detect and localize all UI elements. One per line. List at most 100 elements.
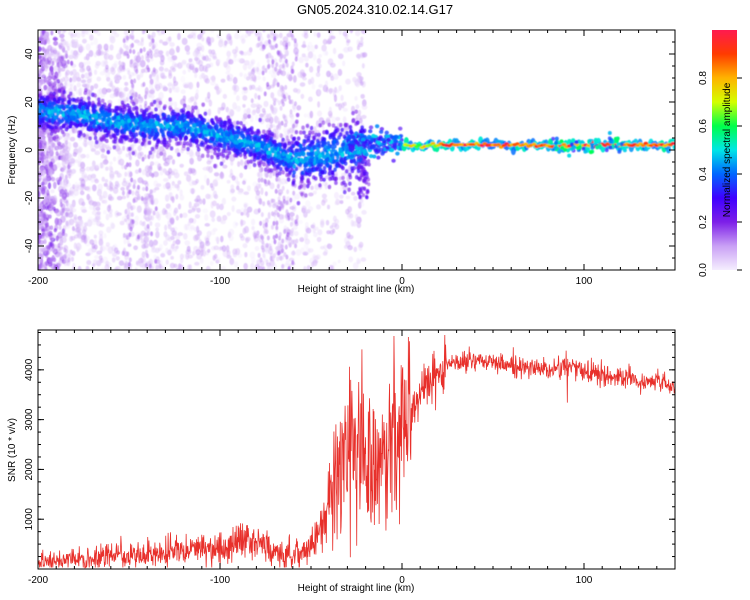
spectrogram-cell: [47, 86, 51, 92]
spectrogram-cell: [225, 65, 231, 73]
spectrogram-cell: [124, 171, 128, 177]
spectrogram-cell: [257, 177, 261, 183]
spectrogram-cell: [301, 53, 306, 58]
spectrogram-cell: [279, 70, 283, 76]
spectrogram-cell: [38, 46, 42, 53]
spectrogram-cell: [73, 214, 78, 220]
spectrogram-cell: [126, 53, 130, 59]
spectrogram-cell: [313, 231, 318, 238]
spectrogram-cell: [135, 68, 139, 74]
spectrogram-cell: [135, 260, 140, 265]
spectrogram-cell: [251, 226, 255, 231]
spectrogram-cell: [216, 215, 222, 222]
spectrogram-cell: [230, 160, 234, 166]
spectrogram-cell: [269, 104, 273, 110]
spectrogram-cell: [300, 238, 304, 242]
spectrogram-cell: [295, 238, 299, 244]
spectrogram-cell: [60, 37, 65, 42]
spectrogram-cell: [75, 89, 80, 95]
spectrogram-cell: [342, 107, 348, 112]
spectrogram-cell: [351, 110, 355, 116]
spectrogram-cell: [73, 242, 77, 250]
spectrogram-cell: [302, 76, 307, 81]
spectrogram-cell: [189, 187, 196, 195]
spectrogram-cell: [208, 166, 213, 173]
spectrogram-cell: [50, 203, 54, 209]
spectrogram-cell: [139, 48, 143, 54]
spectrogram-cell: [59, 109, 63, 115]
spectrogram-cell: [149, 102, 154, 107]
spectrogram-cell: [291, 68, 295, 74]
spectrogram-cell: [262, 30, 266, 33]
spectrogram-cell: [59, 176, 63, 182]
spectrogram-cell: [61, 236, 67, 243]
spectrogram-cell: [303, 32, 309, 39]
spectrogram-cell: [83, 225, 88, 232]
spectrogram-cell: [45, 175, 51, 182]
spectrogram-cell: [231, 205, 235, 213]
spectrogram-cell: [339, 200, 344, 205]
spectrogram-cell: [44, 64, 50, 69]
spectrogram-cell: [167, 86, 173, 93]
spectrogram-cell: [53, 197, 58, 204]
spectrogram-cell: [154, 206, 158, 212]
spectrogram-cell: [181, 37, 188, 46]
spectrogram-cell: [360, 36, 364, 42]
spectrogram-cell: [150, 231, 154, 237]
spectrogram-cell: [194, 67, 199, 73]
spectrogram-cell: [343, 245, 349, 249]
spectrogram-cell: [206, 265, 211, 270]
spectrogram-cell: [39, 136, 44, 141]
spectrogram-cell: [259, 257, 263, 263]
spectrogram-cell: [210, 201, 214, 209]
spectrogram-cell: [41, 228, 46, 233]
spectrogram-cell: [272, 171, 276, 177]
spectrogram-cell: [350, 105, 356, 113]
spectrogram-cell: [107, 100, 113, 105]
spectrogram-cell: [213, 253, 218, 260]
spectrogram-cell: [109, 161, 113, 165]
spectrogram-cell: [158, 100, 163, 106]
spectrogram-cell: [88, 136, 92, 141]
spectrogram-cell: [290, 228, 294, 234]
spectrogram-cell: [45, 153, 49, 159]
spectrogram-cell: [361, 114, 367, 119]
spectrogram-cell: [272, 235, 276, 241]
spectrogram-cell: [275, 233, 279, 239]
spectrogram-cell: [138, 131, 142, 136]
spectrogram-cell: [139, 59, 146, 68]
spectrogram-cell: [222, 214, 228, 221]
spectrogram-cell: [112, 156, 117, 162]
spectrogram-cell: [84, 87, 88, 93]
spectrogram-cell: [175, 193, 179, 200]
spectrogram-cell: [148, 263, 152, 269]
spectrogram-cell: [109, 93, 116, 99]
spectrogram-cell: [46, 80, 50, 86]
spectrogram-cell: [348, 256, 354, 263]
spectrogram-cell: [303, 113, 308, 118]
spectrogram-cell: [218, 38, 224, 44]
spectrogram-cell: [342, 48, 348, 52]
spectrogram-cell: [331, 116, 336, 124]
spectrogram-cell: [282, 127, 288, 134]
spectrogram-cell: [313, 176, 318, 181]
spectrogram-cell: [136, 184, 140, 190]
spectrogram-cell: [243, 121, 248, 126]
spectrogram-cell: [206, 230, 212, 238]
spectrogram-cell: [63, 247, 67, 253]
spectrogram-cell: [259, 41, 263, 47]
spectrogram-cell: [248, 149, 253, 154]
spectrogram-cell: [165, 50, 170, 57]
spectrogram-cell: [39, 208, 43, 214]
spectrogram-cell: [263, 167, 268, 172]
spectrogram-cell: [281, 238, 285, 244]
spectrogram-cell: [121, 102, 125, 108]
spectrogram-cell: [325, 117, 331, 124]
spectrogram-cell: [239, 72, 243, 77]
spectrogram-cell: [357, 109, 362, 116]
spectrogram-cell: [192, 95, 198, 102]
spectrogram-cell: [55, 235, 59, 242]
spectrogram-cell: [61, 30, 65, 35]
spectrogram-cell: [222, 93, 228, 99]
spectrogram-cell: [66, 202, 72, 210]
